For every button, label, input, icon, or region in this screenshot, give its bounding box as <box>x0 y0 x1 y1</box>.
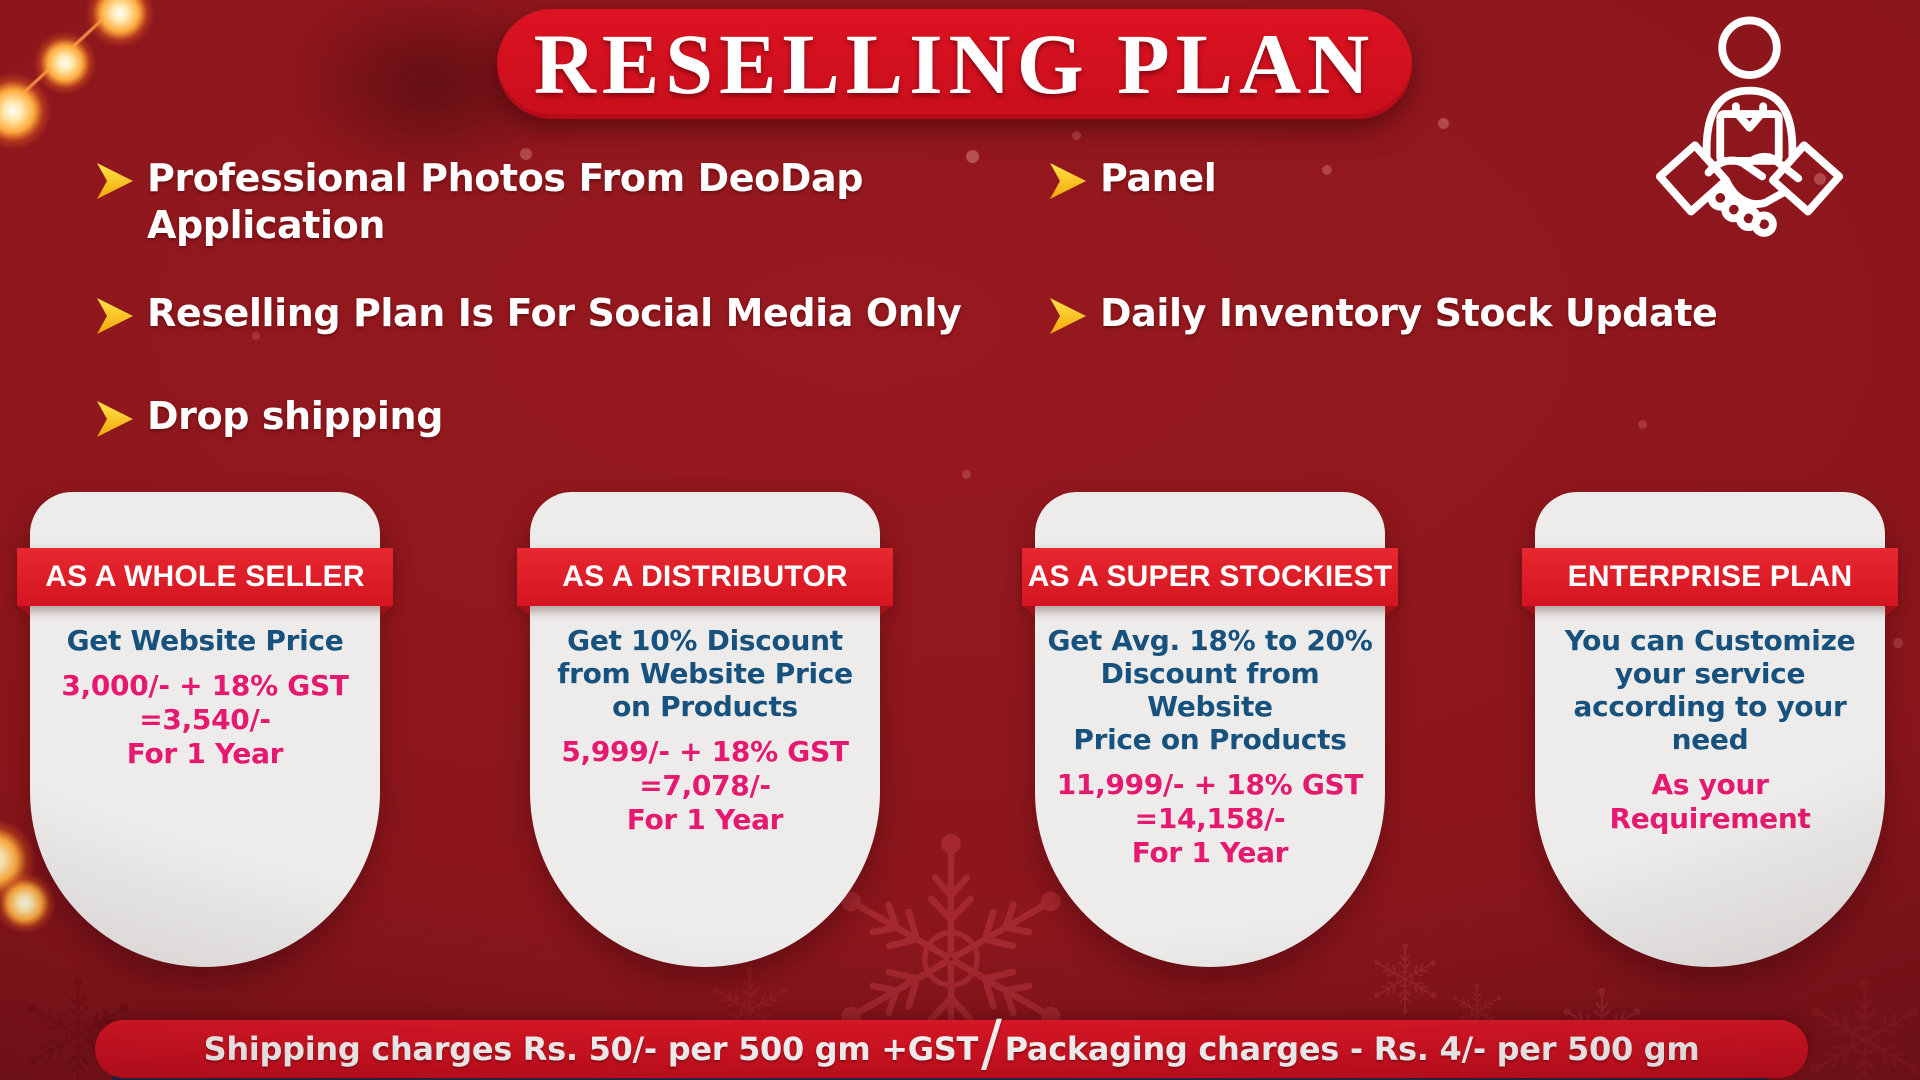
decor-dot <box>966 150 979 163</box>
chevron-arrow-icon <box>97 163 133 199</box>
decor-dot <box>700 168 709 177</box>
plan-description: Get 10% Discount from Website Price on P… <box>557 624 853 723</box>
plan-ribbon: AS A DISTRIBUTOR <box>517 548 893 616</box>
feature-label: Daily Inventory Stock Update <box>1100 291 1718 335</box>
decor-dot <box>1893 638 1903 648</box>
feature-label: Drop shipping <box>147 394 443 438</box>
plan-card-enterprise: ENTERPRISE PLAN You can Customize your s… <box>1522 492 1898 967</box>
plan-price: 5,999/- + 18% GST =7,078/- For 1 Year <box>561 735 849 836</box>
feature-item-photos: Professional Photos From DeoDap Applicat… <box>95 155 863 249</box>
plan-ribbon: AS A SUPER STOCKIEST <box>1022 548 1398 616</box>
decor-dot <box>962 470 971 479</box>
plan-card-distributor: AS A DISTRIBUTOR Get 10% Discount from W… <box>517 492 893 967</box>
supplier-handshake-icon <box>1655 16 1844 237</box>
decor-dot <box>1438 118 1449 129</box>
decor-dot <box>1814 173 1826 185</box>
plan-price: 11,999/- + 18% GST =14,158/- For 1 Year <box>1056 768 1364 869</box>
decor-dot <box>1072 131 1081 140</box>
plan-ribbon: AS A WHOLE SELLER <box>17 548 393 616</box>
decor-dot <box>252 332 260 340</box>
plan-price: As your Requirement <box>1609 768 1811 835</box>
feature-item-panel: Panel <box>1048 155 1217 202</box>
page-title: RESELLING PLAN <box>533 16 1376 112</box>
feature-label: Professional Photos From DeoDap Applicat… <box>147 156 864 247</box>
feature-item-inventory: Daily Inventory Stock Update <box>1048 290 1718 337</box>
feature-label: Reselling Plan Is For Social Media Only <box>147 291 962 335</box>
decor-dot <box>520 148 532 160</box>
footer-banner: Shipping charges Rs. 50/- per 500 gm +GS… <box>95 1012 1808 1078</box>
plan-description: Get Avg. 18% to 20% Discount from Websit… <box>1047 624 1373 756</box>
chevron-arrow-icon <box>1050 298 1086 334</box>
packaging-charges-label: Packaging charges - Rs. 4/- per 500 gm <box>1004 1030 1700 1068</box>
plan-price: 3,000/- + 18% GST =3,540/- For 1 Year <box>61 669 349 770</box>
feature-label: Panel <box>1100 156 1217 200</box>
bokeh-light-icon <box>85 0 155 48</box>
decor-dot <box>1638 420 1647 429</box>
feature-item-social-media: Reselling Plan Is For Social Media Only <box>95 290 962 337</box>
decor-dot <box>1322 165 1332 175</box>
snowflake-icon <box>1368 942 1442 1016</box>
bokeh-light-icon <box>0 872 56 934</box>
shipping-charges-label: Shipping charges Rs. 50/- per 500 gm +GS… <box>203 1030 979 1068</box>
title-banner: RESELLING PLAN <box>497 9 1412 119</box>
bokeh-light-icon <box>33 31 97 95</box>
plan-card-super-stockiest: AS A SUPER STOCKIEST Get Avg. 18% to 20%… <box>1022 492 1398 967</box>
chevron-arrow-icon <box>97 298 133 334</box>
chevron-arrow-icon <box>97 401 133 437</box>
feature-item-dropshipping: Drop shipping <box>95 393 443 440</box>
snowflake-icon <box>1800 975 1920 1080</box>
plan-description: Get Website Price <box>66 624 344 657</box>
plan-card-whole-seller: AS A WHOLE SELLER Get Website Price 3,00… <box>17 492 393 967</box>
plan-ribbon: ENTERPRISE PLAN <box>1522 548 1898 616</box>
chevron-arrow-icon <box>1050 163 1086 199</box>
plan-description: You can Customize your service according… <box>1564 624 1856 756</box>
